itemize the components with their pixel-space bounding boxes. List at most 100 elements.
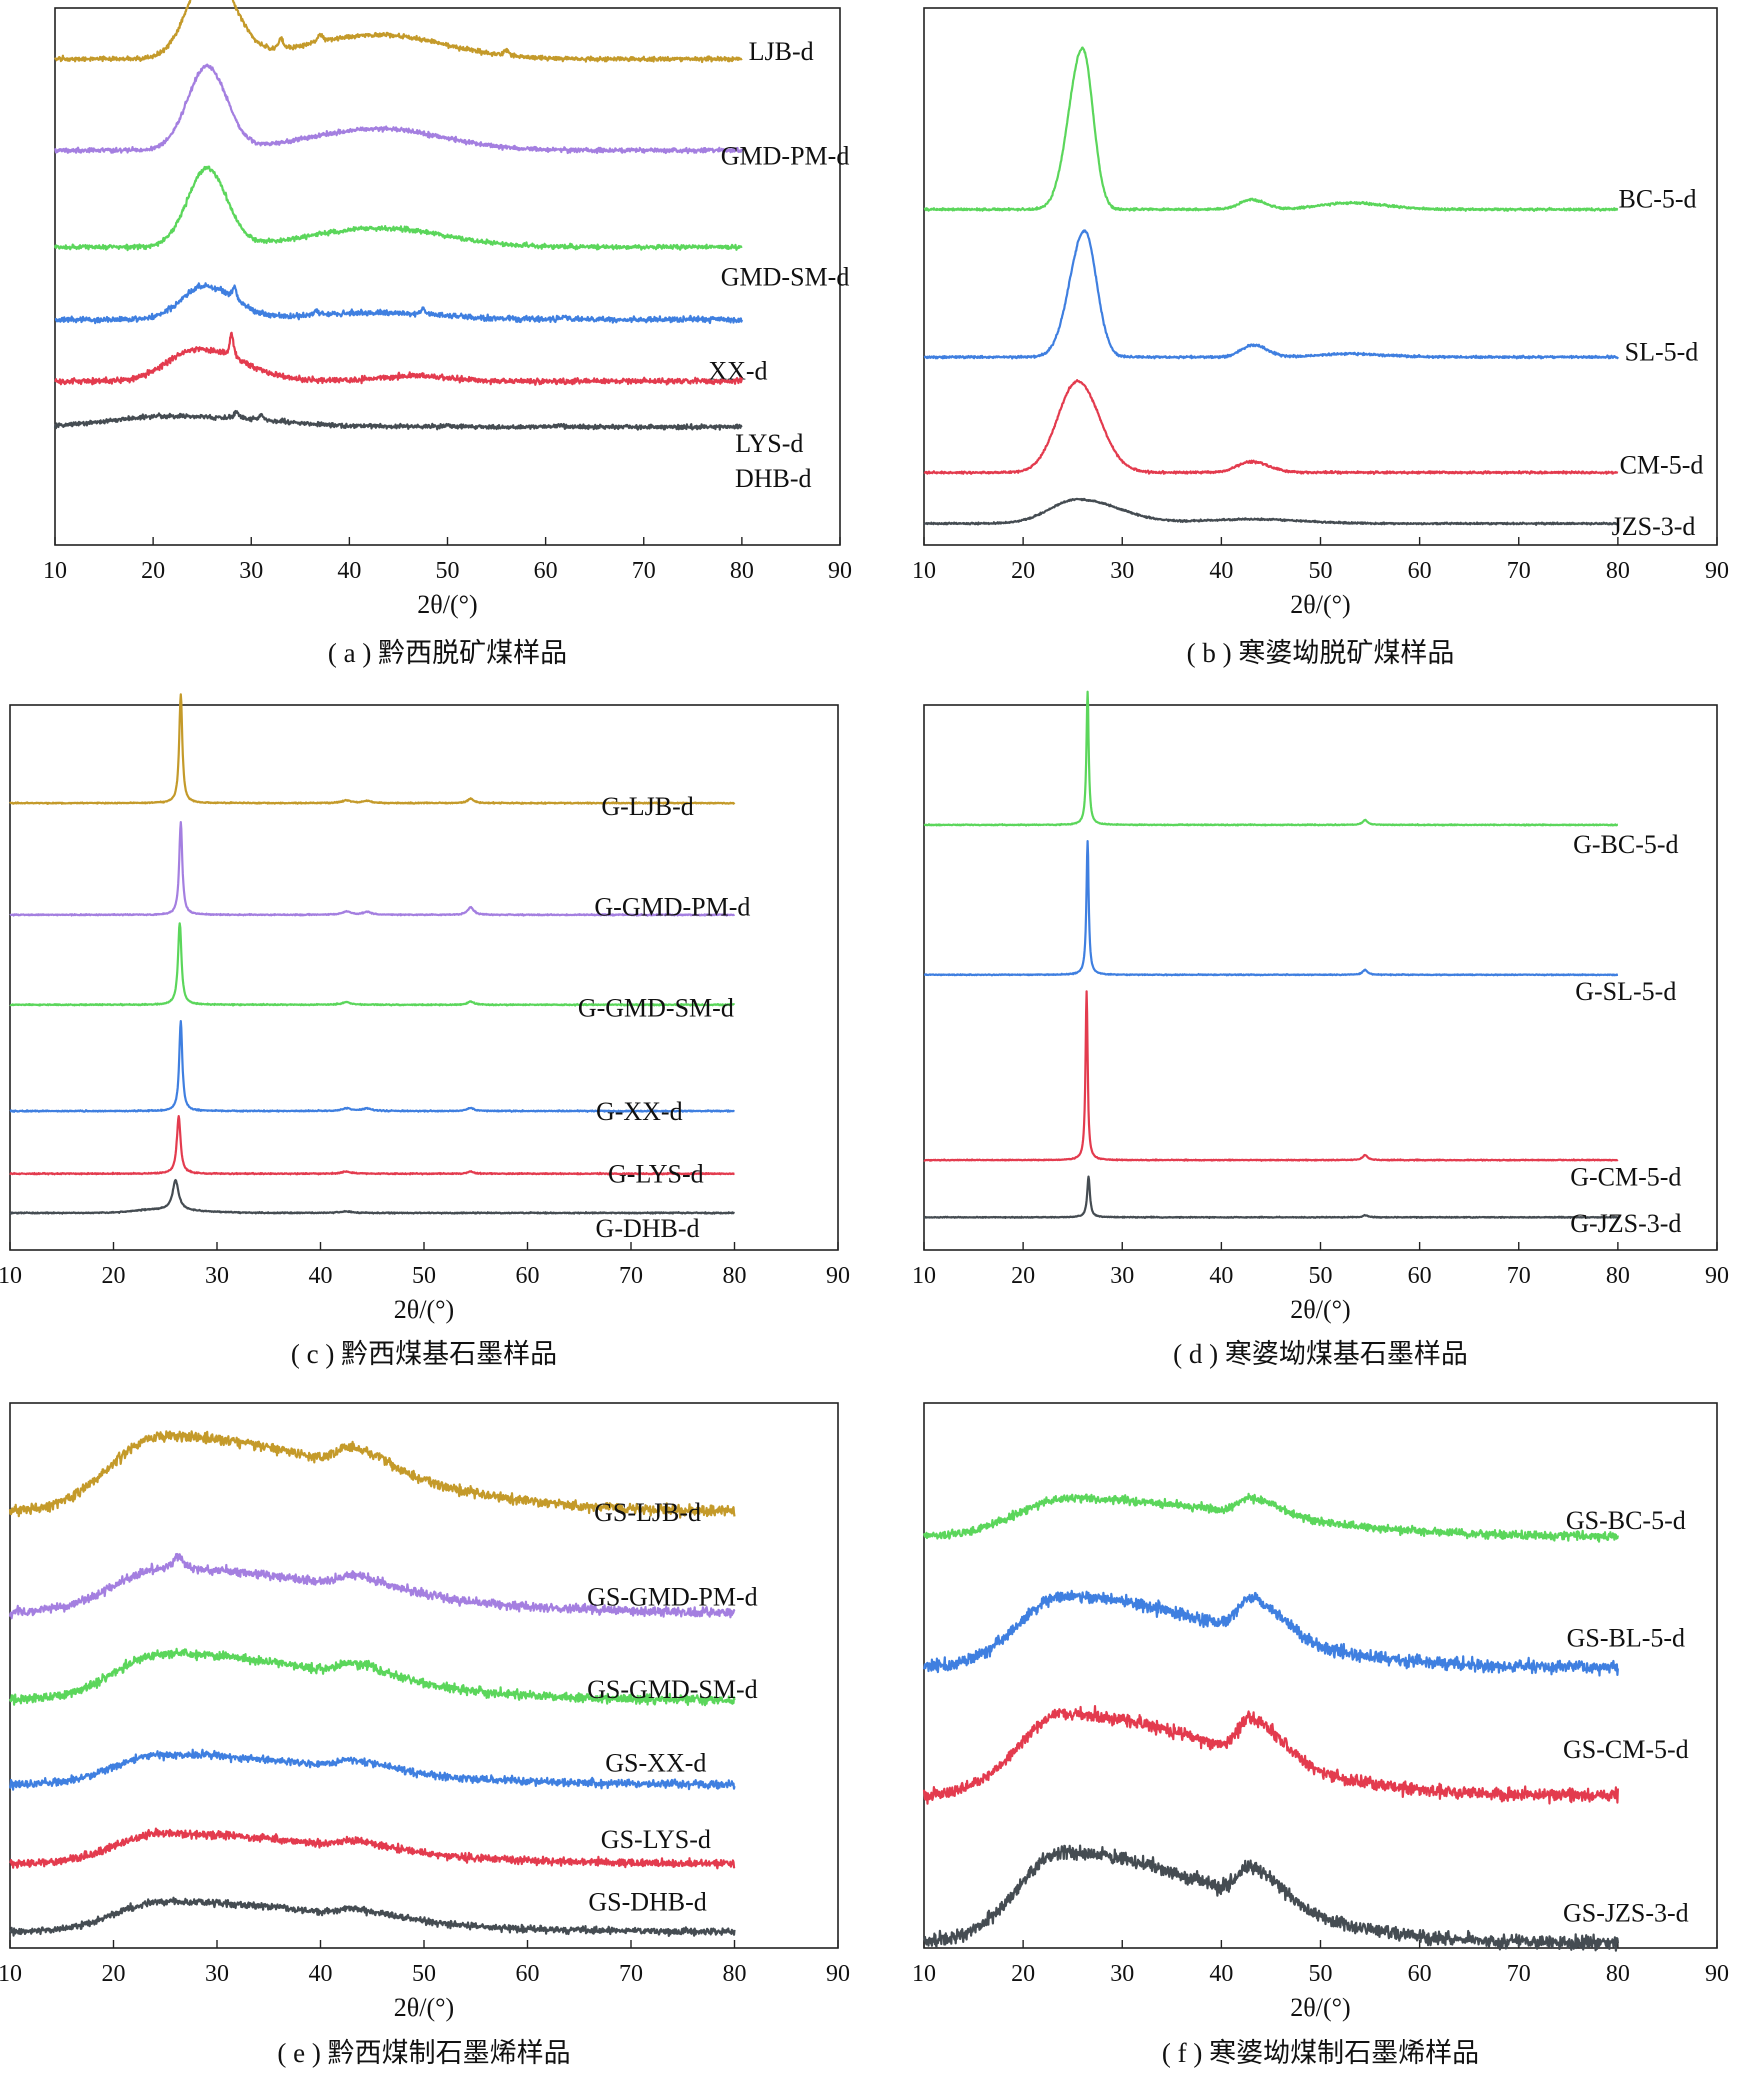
- panel-f: 10 20 30 40 50 60 70 80 90 2θ/(°) ( f ) 寒婆坳煤制石墨烯样品…: [912, 1402, 1729, 2068]
- panel-caption: ( c ) 黔西煤基石墨样品: [291, 1339, 557, 1369]
- series-label: BC-5-d: [1619, 185, 1697, 214]
- x-tick-label: 70: [619, 1263, 643, 1289]
- series-line-GS-JZS-3-d: [923, 1844, 1619, 1952]
- series-label: GS-BC-5-d: [1566, 1506, 1686, 1535]
- series-label: CM-5-d: [1620, 450, 1704, 479]
- series-line-G-LYS-d: [9, 1115, 736, 1176]
- x-axis-label: 2θ/(°): [394, 1295, 454, 1324]
- x-tick-label: 30: [1110, 558, 1134, 584]
- x-axis-label: 2θ/(°): [394, 1993, 454, 2022]
- series-label: G-CM-5-d: [1570, 1162, 1681, 1191]
- series-line-G-CM-5-d: [923, 990, 1619, 1162]
- panel-e: 10 20 30 40 50 60 70 80 90 2θ/(°) ( e ) 黔西煤制石墨烯样品 G…: [0, 1402, 850, 2068]
- x-tick-label: 40: [309, 1263, 333, 1289]
- x-tick-label: 10: [43, 558, 67, 584]
- series-line-G-SL-5-d: [923, 840, 1619, 977]
- x-tick-label: 70: [619, 1961, 643, 1987]
- x-tick-label: 60: [1408, 1961, 1432, 1987]
- series-label: GS-LYS-d: [601, 1825, 711, 1854]
- x-tick-label: 90: [1705, 1961, 1729, 1987]
- x-tick-label: 10: [0, 1263, 22, 1289]
- series-label: GS-GMD-SM-d: [587, 1675, 757, 1704]
- series-line-GMD-PM-d: [53, 63, 743, 155]
- panel-caption: ( b ) 寒婆坳脱矿煤样品: [1187, 638, 1455, 668]
- x-tick-label: 90: [1705, 558, 1729, 584]
- series-line-G-GMD-PM-d: [9, 821, 736, 917]
- series-label: GS-JZS-3-d: [1563, 1899, 1689, 1928]
- x-tick-label: 10: [912, 1263, 936, 1289]
- x-tick-label: 50: [412, 1961, 436, 1987]
- panel-d: 10 20 30 40 50 60 70 80 90 2θ/(°) ( d ) 寒婆坳煤基石墨样品 G…: [912, 690, 1729, 1369]
- series-line-G-BC-5-d: [923, 690, 1619, 827]
- series-label: G-GMD-SM-d: [578, 993, 734, 1022]
- x-tick-label: 60: [516, 1263, 540, 1289]
- series-label: JZS-3-d: [1612, 512, 1696, 541]
- x-axis-label: 2θ/(°): [1290, 1993, 1350, 2022]
- x-tick-label: 80: [1606, 1263, 1630, 1289]
- series-line-G-GMD-SM-d: [9, 922, 736, 1007]
- x-tick-label: 80: [730, 558, 754, 584]
- x-tick-label: 20: [1011, 1263, 1035, 1289]
- x-tick-label: 40: [1209, 558, 1233, 584]
- x-tick-label: 40: [309, 1961, 333, 1987]
- x-tick-label: 90: [826, 1961, 850, 1987]
- panel-c: 10 20 30 40 50 60 70 80 90 2θ/(°) ( c ) 黔西煤基石墨样品 G-…: [0, 693, 850, 1369]
- x-tick-label: 50: [412, 1263, 436, 1289]
- series-label: GMD-SM-d: [721, 263, 850, 292]
- x-tick-label: 60: [516, 1961, 540, 1987]
- series-line-G-DHB-d: [9, 1179, 736, 1215]
- series-label: GS-XX-d: [605, 1749, 706, 1778]
- x-tick-label: 90: [826, 1263, 850, 1289]
- panel-a: 10 20 30 40 50 60 70 80 90 2θ/(°) ( a ) 黔西脱矿煤样品 LJB…: [43, 0, 852, 668]
- x-tick-label: 30: [239, 558, 263, 584]
- x-tick-label: 10: [0, 1961, 22, 1987]
- series-line-G-LJB-d: [9, 693, 736, 805]
- x-tick-label: 80: [1606, 1961, 1630, 1987]
- x-tick-label: 50: [1309, 1263, 1333, 1289]
- panel-caption: ( f ) 寒婆坳煤制石墨烯样品: [1162, 2038, 1479, 2068]
- plot-frame: [923, 1402, 1718, 1949]
- x-tick-label: 50: [436, 558, 460, 584]
- series-label: G-XX-d: [596, 1097, 683, 1126]
- x-tick-label: 10: [912, 558, 936, 584]
- x-tick-label: 50: [1309, 558, 1333, 584]
- series-line-GS-LYS-d: [9, 1827, 736, 1870]
- series-line-G-JZS-3-d: [923, 1175, 1619, 1219]
- x-axis-label: 2θ/(°): [417, 590, 477, 619]
- series-label: G-JZS-3-d: [1570, 1209, 1681, 1238]
- x-tick-label: 20: [102, 1263, 126, 1289]
- series-label: G-GMD-PM-d: [594, 893, 750, 922]
- series-line-CM-5-d: [923, 379, 1619, 475]
- x-tick-label: 60: [1408, 558, 1432, 584]
- series-line-GMD-SM-d: [53, 165, 743, 252]
- series-label: DHB-d: [735, 464, 812, 493]
- x-tick-label: 90: [1705, 1263, 1729, 1289]
- x-tick-label: 30: [205, 1263, 229, 1289]
- x-tick-label: 30: [1110, 1961, 1134, 1987]
- series-label: LYS-d: [735, 429, 803, 458]
- series-label: G-SL-5-d: [1575, 977, 1676, 1006]
- x-tick-label: 90: [828, 558, 852, 584]
- series-label: SL-5-d: [1625, 338, 1699, 367]
- series-line-DHB-d: [53, 410, 743, 431]
- series-line-LYS-d: [54, 331, 743, 386]
- series-label: LJB-d: [749, 37, 814, 66]
- series-line-GS-GMD-PM-d: [8, 1552, 736, 1620]
- series-line-GS-XX-d: [8, 1748, 736, 1791]
- series-line-JZS-3-d: [923, 497, 1619, 526]
- series-line-GS-LJB-d: [8, 1430, 736, 1519]
- x-axis-label: 2θ/(°): [1290, 1295, 1350, 1324]
- series-line-XX-d: [54, 282, 743, 325]
- x-tick-label: 80: [723, 1263, 747, 1289]
- panel-b: 10 20 30 40 50 60 70 80 90 2θ/(°) ( b ) 寒婆坳脱矿煤样品 BC…: [912, 7, 1729, 668]
- x-tick-label: 40: [337, 558, 361, 584]
- x-tick-label: 10: [912, 1961, 936, 1987]
- series-line-GS-BL-5-d: [922, 1589, 1619, 1677]
- series-label: GMD-PM-d: [721, 142, 850, 171]
- panel-caption: ( a ) 黔西脱矿煤样品: [328, 638, 567, 668]
- x-tick-label: 70: [1507, 558, 1531, 584]
- panel-caption: ( e ) 黔西煤制石墨烯样品: [277, 2038, 570, 2068]
- series-label: GS-GMD-PM-d: [587, 1582, 757, 1611]
- x-tick-label: 20: [102, 1961, 126, 1987]
